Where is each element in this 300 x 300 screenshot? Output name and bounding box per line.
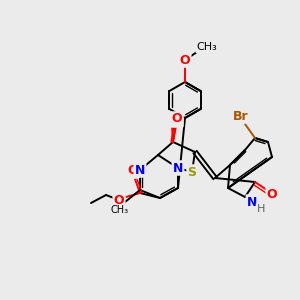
Text: Br: Br [233,110,249,122]
Text: N: N [247,196,257,208]
Text: N: N [135,164,145,176]
Text: O: O [180,53,190,67]
Text: O: O [114,194,124,206]
Text: O: O [128,164,138,178]
Text: S: S [188,166,196,178]
Text: O: O [172,112,182,125]
Text: CH₃: CH₃ [111,205,129,215]
Text: O: O [172,113,182,127]
Text: O: O [267,188,277,200]
Text: CH₃: CH₃ [196,42,218,52]
Text: N: N [173,161,183,175]
Text: H: H [257,204,265,214]
